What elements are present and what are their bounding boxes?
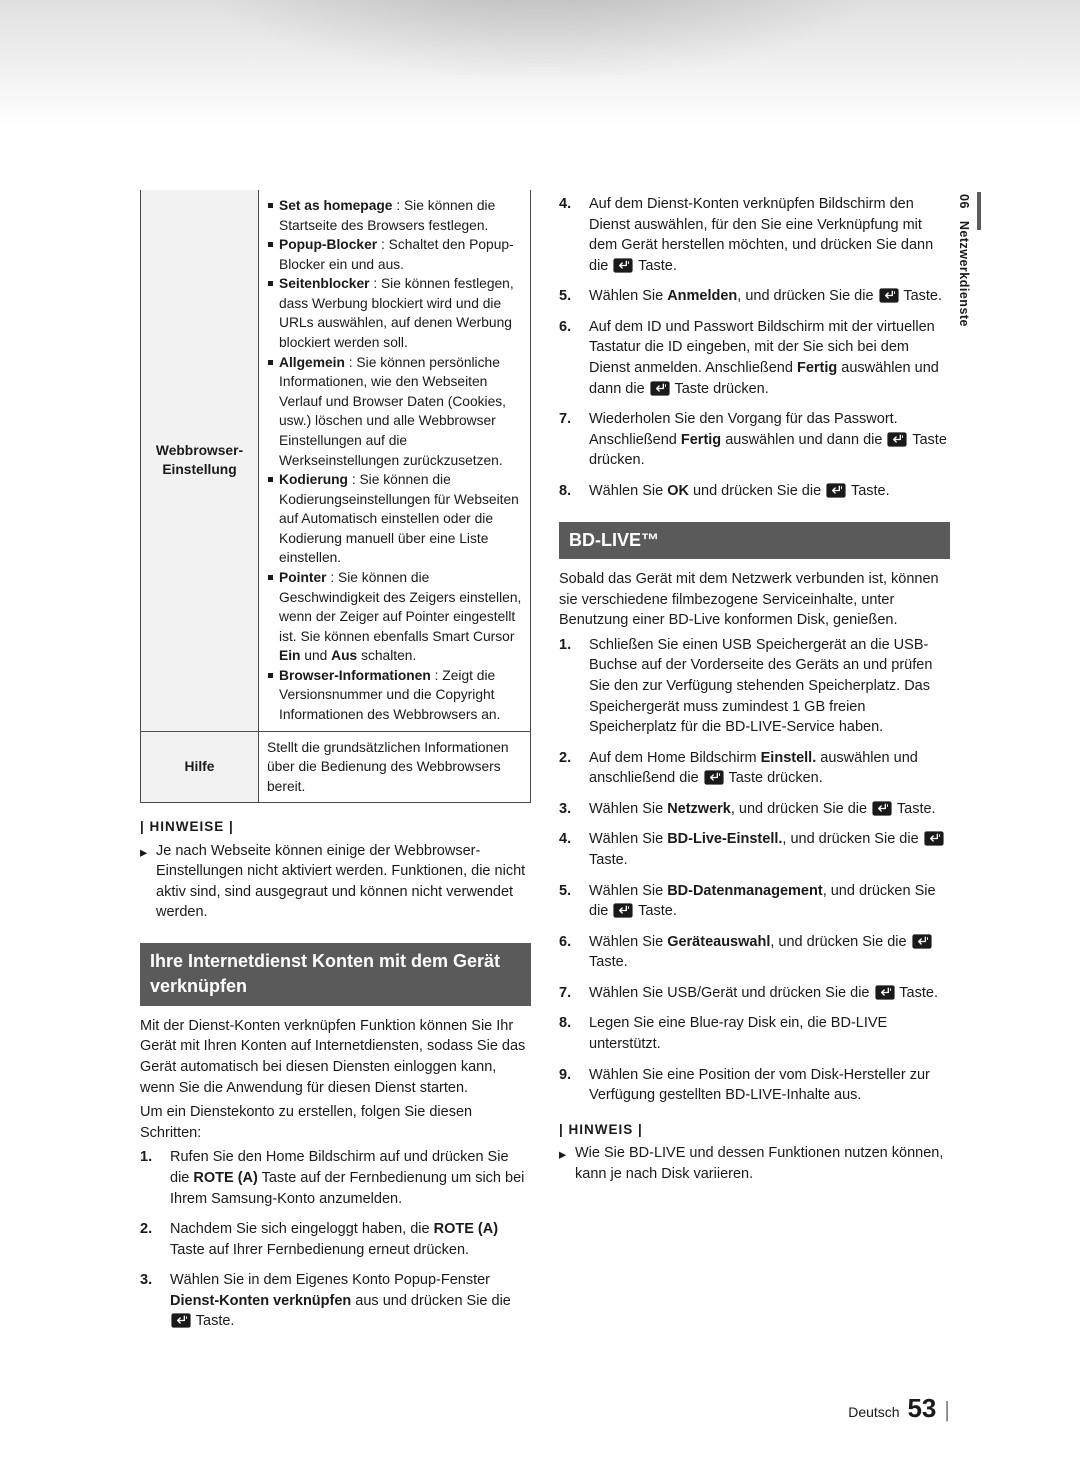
enter-icon	[613, 258, 633, 273]
step-item: Wählen Sie Geräteauswahl, und drücken Si…	[559, 932, 950, 973]
step-item: Schließen Sie einen USB Speichergerät an…	[559, 635, 950, 738]
enter-icon	[171, 1313, 191, 1328]
step-item: Rufen Sie den Home Bildschirm auf und dr…	[140, 1147, 531, 1209]
list-item: Allgemein : Sie können persönliche Infor…	[267, 353, 522, 470]
caret-icon: ▸	[559, 1145, 566, 1166]
enter-icon	[826, 483, 846, 498]
footer-divider: |	[944, 1397, 950, 1422]
list-item: Pointer : Sie können die Geschwindigkeit…	[267, 568, 522, 666]
enter-icon	[879, 288, 899, 303]
row-body-hilfe: Stellt die grundsätzlichen Informationen…	[259, 731, 531, 803]
note-item: ▸Je nach Webseite können einige der Webb…	[140, 841, 531, 923]
footer-language: Deutsch	[848, 1404, 899, 1420]
step-item: Auf dem Home Bildschirm Einstell. auswäh…	[559, 748, 950, 789]
settings-table: Webbrowser- Einstellung Set as homepage …	[140, 190, 531, 803]
paragraph: Um ein Dienstekonto zu erstellen, folgen…	[140, 1102, 531, 1143]
table-row: Webbrowser- Einstellung Set as homepage …	[141, 190, 531, 731]
table-row: Hilfe Stellt die grundsätzlichen Informa…	[141, 731, 531, 803]
section-heading-bdlive: BD-LIVE™	[559, 522, 950, 560]
step-item: Wählen Sie Netzwerk, und drücken Sie die…	[559, 799, 950, 820]
note-heading: HINWEIS	[559, 1120, 950, 1139]
note-list: ▸Je nach Webseite können einige der Webb…	[140, 841, 531, 923]
caret-icon: ▸	[140, 843, 147, 864]
note-list: ▸Wie Sie BD-LIVE und dessen Funktionen n…	[559, 1143, 950, 1184]
step-item: Wählen Sie USB/Gerät und drücken Sie die…	[559, 983, 950, 1004]
list-item: Browser-Informationen : Zeigt die Versio…	[267, 666, 522, 725]
step-item: Wählen Sie BD-Datenmanagement, und drück…	[559, 881, 950, 922]
row-label-hilfe: Hilfe	[141, 731, 259, 803]
enter-icon	[875, 985, 895, 1000]
step-item: Auf dem ID und Passwort Bildschirm mit d…	[559, 317, 950, 399]
list-item: Kodierung : Sie können die Kodierungsein…	[267, 470, 522, 568]
row-body-webbrowser: Set as homepage : Sie können die Startse…	[259, 190, 531, 731]
enter-icon	[704, 770, 724, 785]
list-item: Set as homepage : Sie können die Startse…	[267, 196, 522, 235]
paragraph: Sobald das Gerät mit dem Netzwerk verbun…	[559, 569, 950, 631]
paragraph: Mit der Dienst-Konten verknüpfen Funktio…	[140, 1016, 531, 1098]
note-item: ▸Wie Sie BD-LIVE und dessen Funktionen n…	[559, 1143, 950, 1184]
step-item: Nachdem Sie sich eingeloggt haben, die R…	[140, 1219, 531, 1260]
list-item: Popup-Blocker : Schaltet den Popup-Block…	[267, 235, 522, 274]
section-heading-link-accounts: Ihre Internetdienst Konten mit dem Gerät…	[140, 943, 531, 1006]
step-item: Auf dem Dienst-Konten verknüpfen Bildsch…	[559, 194, 950, 276]
step-item: Wählen Sie in dem Eigenes Konto Popup-Fe…	[140, 1270, 531, 1332]
steps-list-right-cont: Auf dem Dienst-Konten verknüpfen Bildsch…	[559, 194, 950, 502]
step-item: Wählen Sie BD-Live-Einstell., und drücke…	[559, 829, 950, 870]
steps-list-left: Rufen Sie den Home Bildschirm auf und dr…	[140, 1147, 531, 1332]
enter-icon	[872, 801, 892, 816]
list-item: Seitenblocker : Sie können festlegen, da…	[267, 274, 522, 352]
page-footer: Deutsch 53 |	[848, 1390, 950, 1427]
step-item: Wählen Sie Anmelden, und drücken Sie die…	[559, 286, 950, 307]
row-label-webbrowser: Webbrowser- Einstellung	[141, 190, 259, 731]
step-item: Legen Sie eine Blue-ray Disk ein, die BD…	[559, 1013, 950, 1054]
enter-icon	[887, 432, 907, 447]
step-item: Wählen Sie eine Position der vom Disk-He…	[559, 1065, 950, 1106]
enter-icon	[650, 381, 670, 396]
enter-icon	[924, 831, 944, 846]
steps-list-bdlive: Schließen Sie einen USB Speichergerät an…	[559, 635, 950, 1106]
enter-icon	[912, 934, 932, 949]
step-item: Wiederholen Sie den Vorgang für das Pass…	[559, 409, 950, 471]
page-number: 53	[907, 1393, 936, 1423]
step-item: Wählen Sie OK und drücken Sie die Taste.	[559, 481, 950, 502]
enter-icon	[613, 903, 633, 918]
note-heading: HINWEISE	[140, 817, 531, 836]
